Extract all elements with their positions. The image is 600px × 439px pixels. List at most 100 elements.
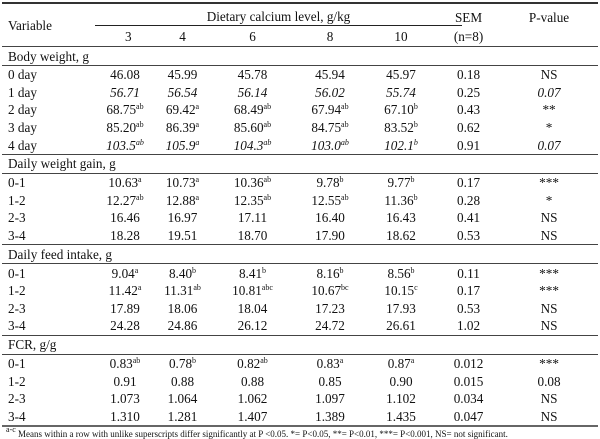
value: 9.04 [111,265,135,281]
p-value-cell: NS [540,67,558,83]
value-cell: 8.56b [365,264,437,282]
p-value-cell: 0.08 [537,373,561,389]
significance-superscript: ab [135,137,144,147]
header-level-10: 10 [365,26,438,47]
value-cell: 0.87a [365,354,437,372]
value: 56.02 [315,84,345,100]
value-cell: 9.78b [295,173,365,191]
value: 56.14 [237,84,268,100]
table-row: 4 day 103.5ab 105.9a 104.3ab 103.0ab 102.1b 0.… [2,136,598,154]
value: 19.51 [167,228,198,244]
value: 85.60 [233,120,264,136]
value: 102.1 [384,137,414,153]
section-header-row: Daily feed intake, g [2,244,599,265]
sem-cell: 0.17 [456,175,481,191]
value-cell: 10.36ab [210,173,295,191]
value: 18.04 [237,300,268,316]
value-cell: 16.97 [155,209,210,227]
header-level-4: 4 [155,26,210,47]
value: 1.407 [237,408,268,424]
value: 10.73 [165,175,196,191]
value: 56.71 [110,84,140,100]
value-cell: 8.40b [155,264,210,282]
value-cell: 0.91 [95,372,155,390]
value: 24.86 [167,318,198,334]
significance-superscript: b [192,265,197,275]
sem-cell: 0.012 [453,356,484,372]
significance-superscript: ab [193,283,201,293]
value: 10.15 [384,283,415,299]
value-cell: 1.102 [365,390,437,408]
value-cell: 16.43 [365,209,437,227]
value-cell: 8.16b [295,264,365,282]
value: 0.87 [387,356,411,372]
value: 83.52 [384,120,414,136]
value-cell: 17.90 [295,227,365,245]
value-cell: 1.389 [295,407,365,428]
value-cell: 45.94 [295,66,365,84]
value-cell: 84.75ab [295,119,365,137]
value: 12.27 [106,192,137,208]
table-row: 0 day 46.08 45.99 45.78 45.94 45.97 0.18 NS [2,66,598,84]
value: 0.78 [168,356,193,372]
value-cell: 10.81abc [210,282,295,300]
row-label: 4 day [8,137,37,153]
value-cell: 17.11 [210,209,295,227]
p-value-cell: *** [539,175,559,191]
row-label: 3 day [8,120,37,136]
value: 0.85 [318,373,342,389]
p-value-cell: NS [540,300,558,316]
sem-cell: 0.41 [456,210,481,226]
value-cell: 12.55ab [295,192,365,210]
value: 45.94 [315,67,345,83]
sem-cell: 0.047 [437,407,501,428]
value-cell: 67.94ab [295,101,365,119]
value: 45.97 [386,67,416,83]
significance-superscript: ab [263,192,272,202]
value-cell: 17.23 [295,300,365,318]
table-row: 2 day 68.75ab 69.42a 68.49ab 67.94ab 67.10b 0.… [2,101,598,119]
table-row: 1-2 11.42a 11.31ab 10.81abc 10.67bc 10.15c 0.1… [2,282,598,300]
p-value-cell: 0.07 [537,84,561,100]
significance-superscript: ab [260,356,268,366]
value: 11.36 [384,192,414,208]
row-label: 2 day [8,102,37,118]
value-cell: 46.08 [95,66,155,84]
value-cell: 1.073 [95,390,155,408]
value: 0.88 [240,373,265,389]
value-cell: 10.73a [155,173,210,191]
significance-superscript: a [195,137,200,147]
value-cell: 56.02 [295,84,365,102]
sem-cell: 0.11 [457,265,480,281]
sem-cell: 0.034 [453,391,484,407]
value-cell: 103.5ab [95,136,155,154]
value: 16.43 [386,210,416,226]
sem-cell: 0.53 [456,228,481,244]
table-row: 0-1 0.83ab 0.78b 0.82ab 0.83a 0.87a 0.012 *** [2,354,598,372]
significance-superscript: b [339,265,344,275]
table-row: 0-1 9.04a 8.40b 8.41b 8.16b 8.56b 0.11 *** [2,264,598,282]
value-cell: 12.88a [155,192,210,210]
header-level-6: 6 [210,26,295,47]
value-cell: 12.35ab [210,192,295,210]
sem-cell: 0.28 [456,192,481,208]
value: 12.55 [311,192,342,208]
value: 26.61 [386,318,416,334]
value-cell: 85.20ab [95,119,155,137]
value: 0.82 [237,356,261,372]
value: 12.35 [233,192,264,208]
significance-superscript: a [134,265,139,275]
significance-superscript: b [262,265,267,275]
row-label: 1 day [8,84,37,100]
value: 0.83 [316,356,340,372]
significance-superscript: b [339,175,344,185]
p-value-cell: *** [539,356,559,372]
value-cell: 0.88 [210,372,295,390]
value: 1.097 [315,391,345,407]
sem-cell: 0.18 [456,67,481,83]
significance-superscript: ab [341,120,349,130]
significance-superscript: b [192,356,197,366]
row-label: 2-3 [8,210,26,226]
row-label: 3-4 [2,407,95,428]
value-cell: 10.15c [365,282,437,300]
